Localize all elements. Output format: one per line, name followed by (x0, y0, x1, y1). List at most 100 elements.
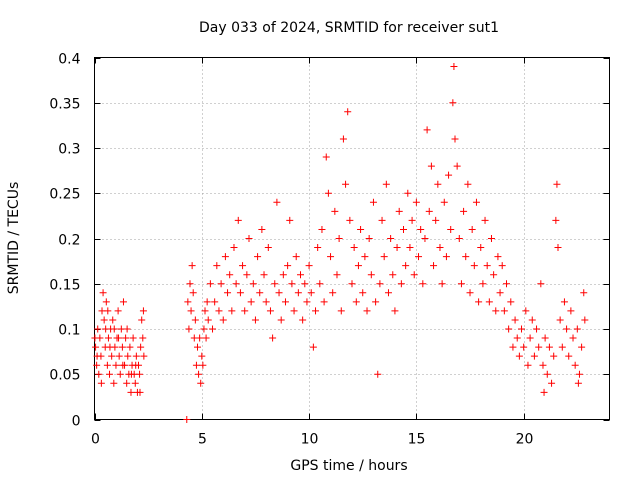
data-point (185, 325, 193, 333)
data-point (197, 379, 205, 387)
data-point (573, 325, 581, 333)
data-point (247, 298, 255, 306)
data-point (511, 316, 519, 324)
data-point (112, 361, 120, 369)
point-layer (91, 63, 589, 423)
data-point (249, 280, 257, 288)
data-point (198, 352, 206, 360)
data-point (421, 235, 429, 242)
data-point (496, 289, 504, 297)
data-point (136, 370, 144, 378)
data-point (192, 361, 200, 369)
data-point (119, 298, 127, 306)
data-point (558, 343, 566, 351)
y-tick-label: 0.35 (49, 97, 80, 113)
data-point (206, 280, 214, 288)
data-point (262, 298, 270, 306)
data-point (290, 307, 298, 315)
data-point (520, 343, 528, 351)
data-point (466, 289, 474, 297)
data-point (115, 334, 123, 342)
data-point (337, 307, 345, 315)
data-point (477, 244, 485, 252)
chart-title: Day 033 of 2024, SRMTID for receiver sut… (199, 20, 499, 36)
data-point (132, 361, 140, 369)
data-point (333, 271, 341, 279)
data-point (114, 307, 122, 315)
data-point (389, 271, 397, 279)
data-point (430, 262, 438, 270)
data-point (217, 280, 225, 288)
data-point (380, 253, 388, 261)
data-point (196, 334, 204, 342)
data-point (503, 280, 510, 288)
data-point (540, 388, 548, 396)
data-point (539, 361, 547, 369)
data-point (256, 289, 264, 297)
data-point (425, 207, 433, 215)
data-point (575, 370, 583, 378)
data-point (110, 379, 118, 387)
data-point (530, 352, 538, 360)
data-point (415, 253, 423, 261)
data-point (213, 262, 221, 270)
data-point (384, 289, 392, 297)
data-point (451, 135, 459, 143)
data-point (189, 289, 197, 297)
data-point (404, 189, 412, 197)
data-point (483, 262, 491, 270)
data-point (139, 307, 147, 315)
data-point (457, 280, 465, 288)
data-point (301, 280, 309, 288)
x-tick-label: 15 (408, 432, 426, 448)
data-point (316, 280, 324, 288)
data-point (348, 280, 356, 288)
data-point (369, 198, 377, 206)
data-point (271, 280, 279, 288)
data-point (221, 253, 229, 261)
data-point (500, 307, 508, 315)
data-point (102, 325, 110, 333)
data-point (307, 289, 315, 297)
data-point (97, 379, 105, 387)
data-point (339, 135, 347, 143)
data-point (374, 370, 382, 378)
data-point (119, 361, 127, 369)
data-point (526, 334, 534, 342)
data-point (251, 316, 259, 324)
data-point (115, 352, 123, 360)
data-point (100, 316, 108, 324)
data-point (406, 244, 414, 252)
data-point (131, 379, 139, 387)
data-point (124, 352, 132, 360)
data-point (553, 180, 561, 188)
data-point (581, 316, 589, 324)
tick-layer: 0 5 10 15 20 0 0.05 0.1 0.15 0.2 0.25 0.3 0.35 0.4 (49, 52, 610, 448)
data-point (449, 99, 457, 107)
data-point (445, 171, 453, 179)
data-point (442, 253, 450, 261)
data-point (528, 316, 536, 324)
data-point (303, 298, 311, 306)
data-point (93, 352, 101, 360)
data-point (509, 343, 517, 351)
data-point (331, 207, 339, 215)
data-point (204, 316, 212, 324)
data-point (554, 244, 562, 252)
data-point (103, 361, 111, 369)
data-point (234, 216, 242, 224)
data-point (228, 307, 236, 315)
data-point (470, 262, 478, 270)
data-point (481, 216, 489, 224)
data-point (434, 180, 442, 188)
data-point (203, 298, 211, 306)
data-point (400, 225, 407, 233)
data-point (335, 235, 343, 242)
data-point (118, 343, 126, 351)
data-point (574, 379, 582, 387)
x-tick-label: 5 (198, 432, 207, 448)
data-point (453, 162, 461, 170)
data-point (195, 370, 203, 378)
data-point (522, 307, 530, 315)
